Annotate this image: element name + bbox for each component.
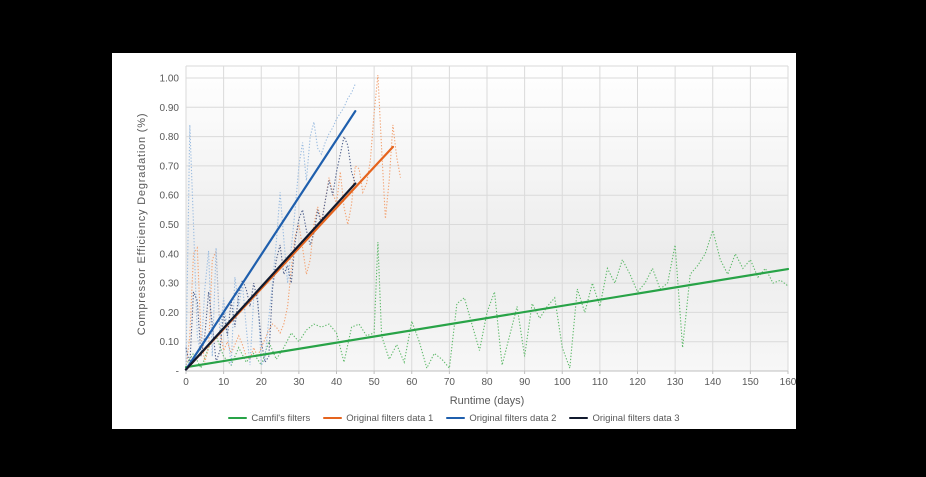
y-axis-title: Compressor Efficiency Degradation (%) [136, 113, 148, 336]
y-tick-label: 0.90 [160, 103, 180, 114]
x-tick-label: 10 [218, 377, 230, 388]
y-tick-label: 0.40 [160, 249, 180, 260]
series-original-filters-data-2-trend-line [184, 110, 357, 371]
series-camfil-s-filters-data-line [185, 228, 789, 370]
x-tick-label: 160 [780, 377, 796, 388]
legend-swatch-original-filters-data-1 [323, 416, 343, 420]
legend-swatch-original-filters-data-2 [446, 416, 466, 420]
y-tick-label: - [176, 367, 179, 378]
x-tick-label: 20 [256, 377, 268, 388]
y-tick-label: 0.80 [160, 132, 180, 143]
x-tick-label: 70 [444, 377, 456, 388]
x-tick-label: 40 [331, 377, 343, 388]
gridline-layer [185, 65, 789, 372]
legend-item-original-filters-data-3: Original filters data 3 [569, 412, 680, 424]
legend-item-original-filters-data-2: Original filters data 2 [446, 413, 556, 424]
y-tick-label: 0.60 [160, 191, 180, 202]
compressor-degradation-chart: 0 10 20 30 40 50 60 70 80 90 100 110 120 130 140 150 160… [136, 65, 796, 407]
series-layer [184, 75, 790, 371]
x-tick-label: 80 [481, 377, 493, 388]
y-tick-label: 1.00 [160, 74, 180, 85]
x-axis-title: Runtime (days) [450, 395, 525, 407]
x-tick-label: 30 [293, 377, 305, 388]
legend-swatch-camfil-s-filters [228, 416, 248, 420]
y-tick-label: 0.50 [160, 220, 180, 231]
legend-swatch-original-filters-data-3 [569, 416, 589, 420]
series-original-filters-data-3-trend-line [184, 182, 357, 371]
series-original-filters-data-3-data-line [185, 134, 356, 366]
x-tick-label: 120 [629, 377, 646, 388]
legend-item-camfil-s-filters: Camfil's filters [228, 413, 310, 424]
legend-label: Original filters data 3 [592, 412, 680, 424]
series-original-filters-data-2-data-line [185, 83, 356, 367]
x-tick-label: 100 [554, 377, 571, 388]
chart-legend: Camfil's filters Original filters data 1 O… [112, 411, 796, 425]
series-camfil-s-filters-trend-line [184, 267, 790, 369]
legend-label: Original filters data 2 [469, 412, 557, 424]
y-tick-label: 0.70 [160, 161, 180, 172]
x-tick-label: 50 [369, 377, 381, 388]
x-tick-label: 110 [592, 377, 608, 388]
x-tick-label: 90 [519, 377, 531, 388]
chart-panel: 0 10 20 30 40 50 60 70 80 90 100 110 120 130 140 150 160… [112, 53, 796, 429]
legend-label: Original filters data 1 [346, 412, 434, 424]
x-tick-label: 0 [183, 377, 189, 388]
axis-layer: 0 10 20 30 40 50 60 70 80 90 100 110 120 130 140 150 160… [160, 74, 796, 389]
x-tick-label: 140 [704, 377, 721, 388]
y-tick-label: 0.10 [160, 337, 180, 348]
x-tick-label: 150 [742, 377, 759, 388]
legend-item-original-filters-data-1: Original filters data 1 [323, 413, 433, 424]
legend-label: Camfil's filters [251, 412, 311, 424]
y-tick-label: 0.20 [160, 308, 180, 319]
y-tick-label: 0.30 [160, 279, 180, 290]
x-tick-label: 130 [667, 377, 684, 388]
x-tick-label: 60 [406, 377, 418, 388]
